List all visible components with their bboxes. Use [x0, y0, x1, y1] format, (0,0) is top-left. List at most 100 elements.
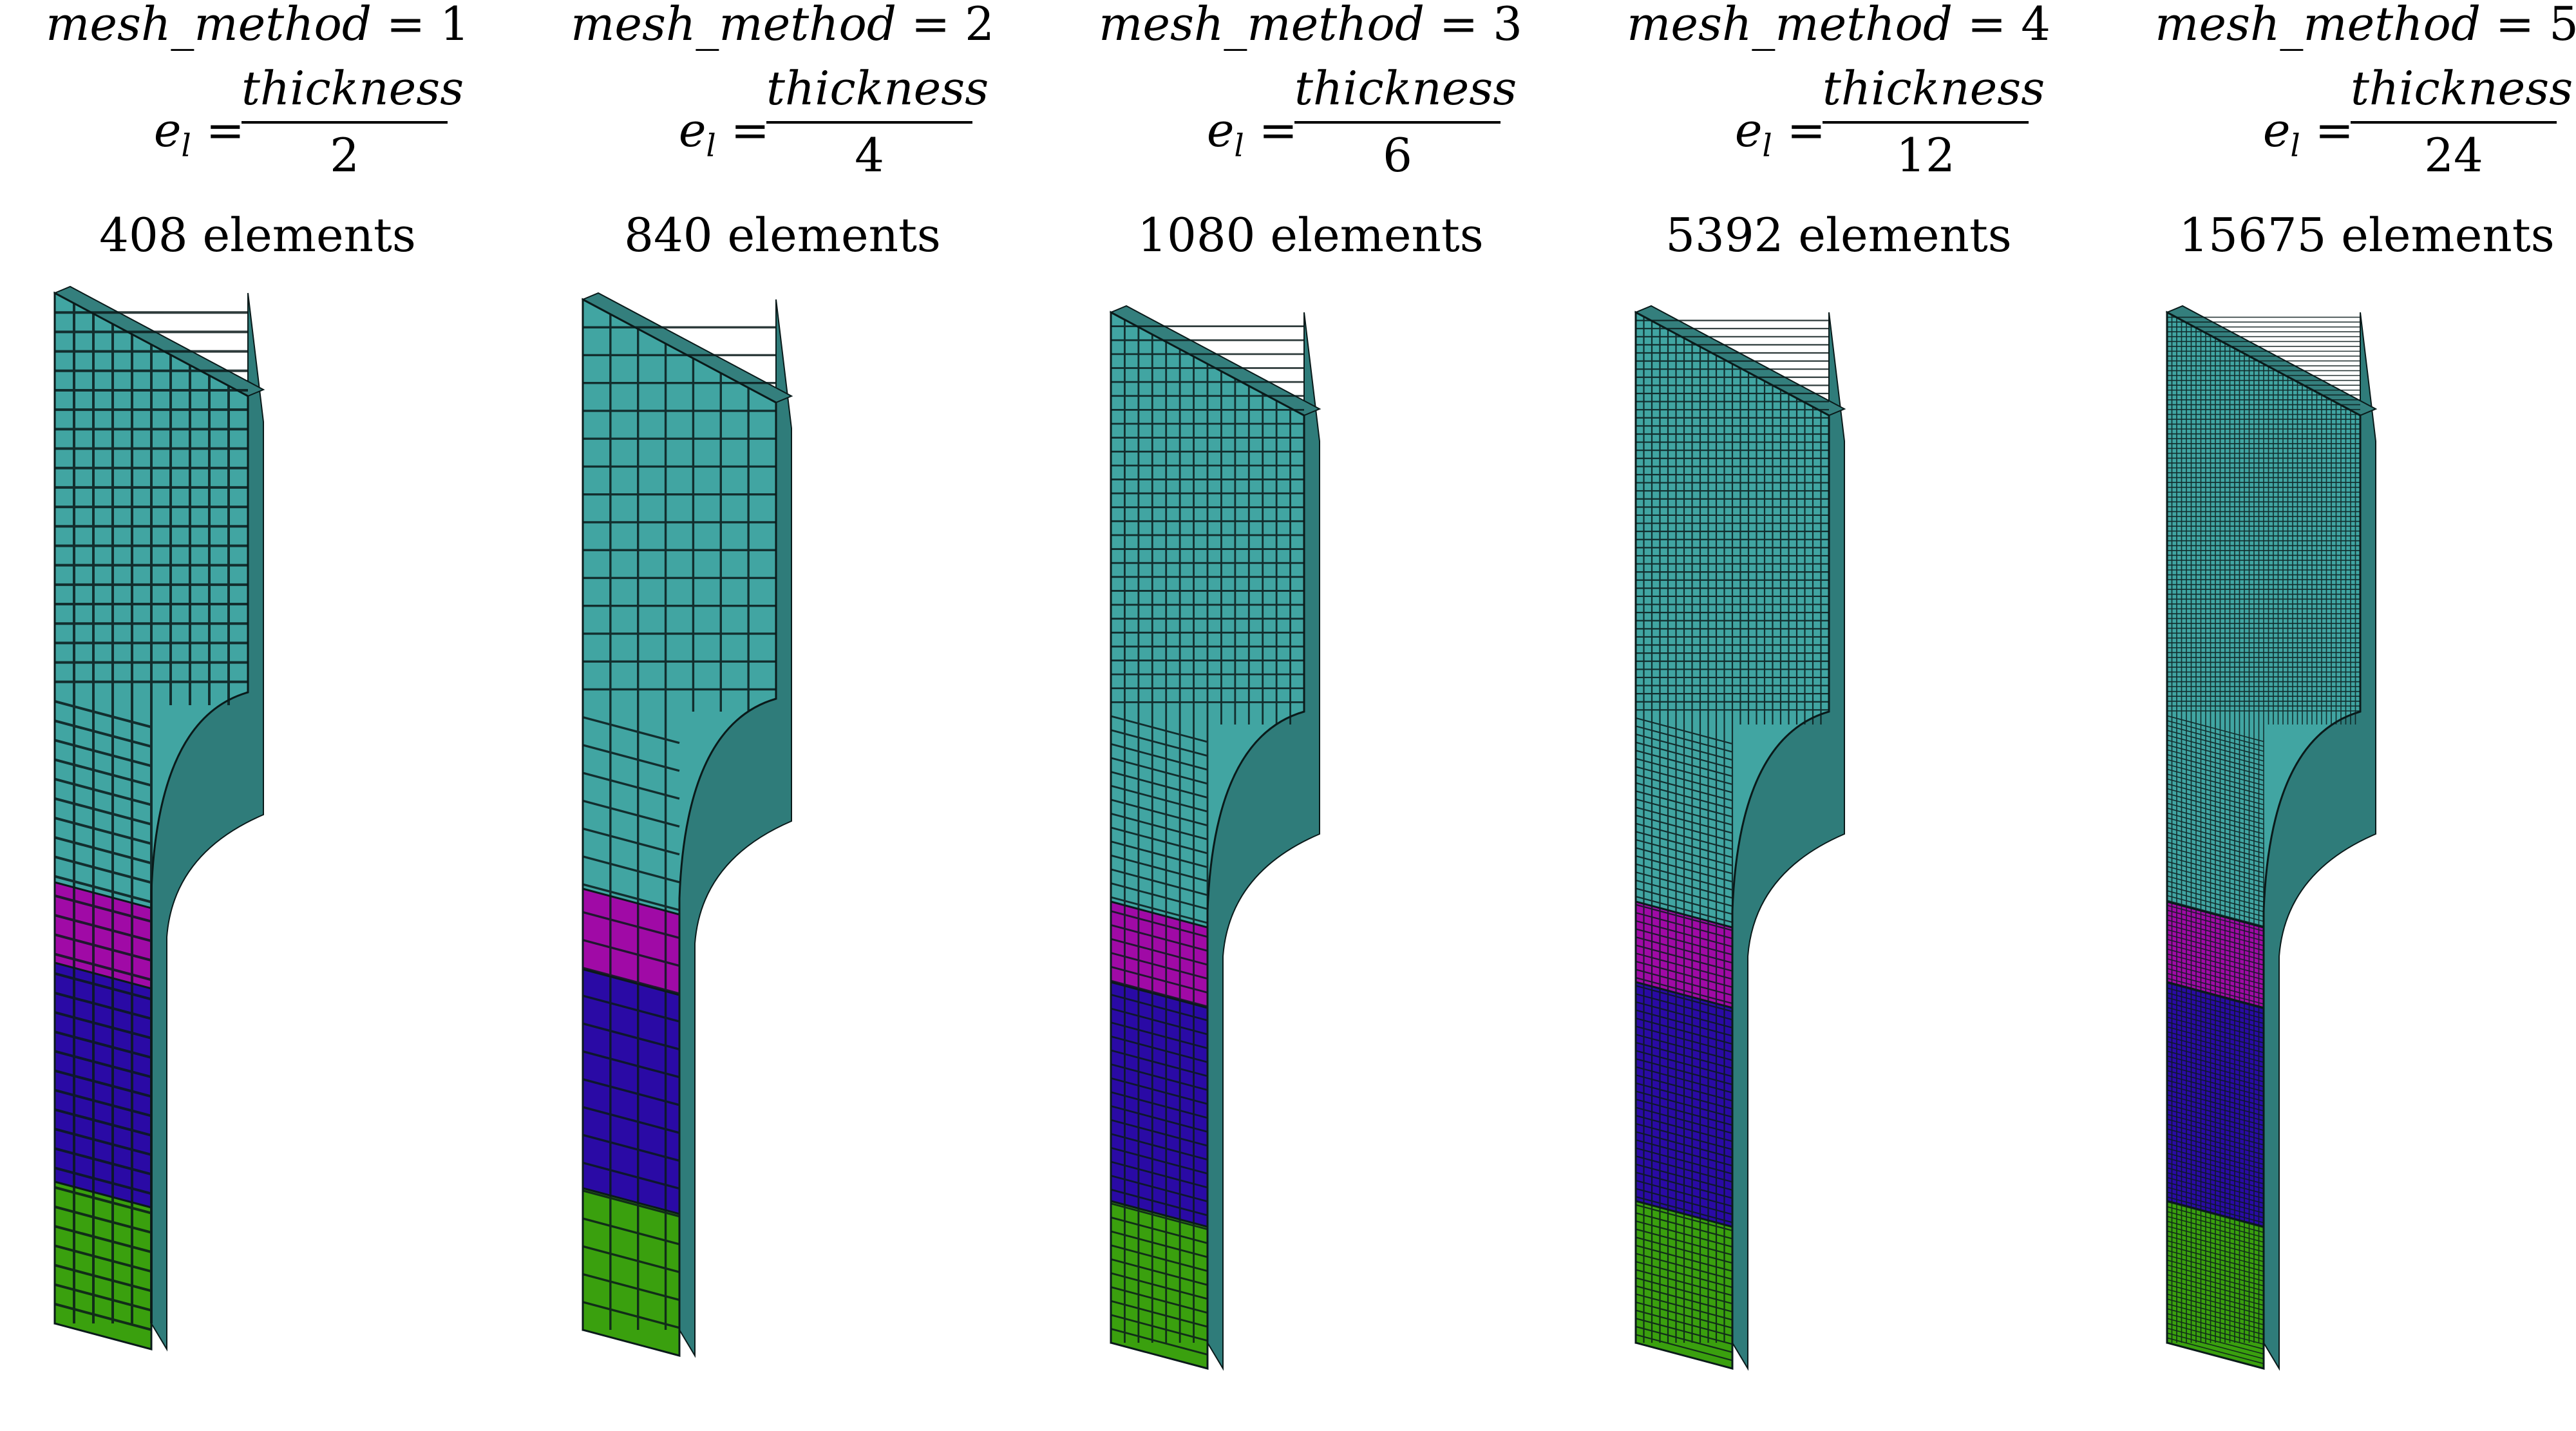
- mesh-grid-line-horizontal: [2166, 1152, 2264, 1180]
- mesh-grid-line-horizontal: [2166, 720, 2264, 747]
- mesh-grid-line-horizontal: [2166, 958, 2264, 985]
- mesh-method-heading: mesh_method = 4: [1581, 0, 2096, 53]
- mesh-grid-line-horizontal: [1635, 1025, 1733, 1053]
- formula-denominator: 4: [855, 128, 884, 182]
- mesh-grid-line-horizontal: [1635, 936, 1733, 964]
- mesh-method-value: 5: [2549, 0, 2576, 51]
- mesh-method-label: mesh_method: [571, 0, 896, 51]
- mesh-grid-line-horizontal: [2166, 1293, 2264, 1321]
- mesh-grid-line-horizontal: [1110, 1105, 1208, 1133]
- mesh-grid-line-horizontal: [1635, 863, 1733, 891]
- mesh-grid-line-horizontal: [2166, 1201, 2264, 1228]
- mesh-grid-line-horizontal: [1110, 1258, 1208, 1286]
- mesh-grid-line-horizontal: [1635, 1237, 1733, 1264]
- mesh-grid-line-horizontal: [1635, 879, 1733, 907]
- mesh-grid-line-horizontal: [2166, 1220, 2264, 1248]
- mesh-grid-line-horizontal: [2166, 909, 2264, 937]
- mesh-grid-line-horizontal: [1110, 757, 1208, 785]
- formula-lhs: el =: [2263, 104, 2354, 171]
- mesh-grid-line-horizontal: [2166, 1001, 2264, 1029]
- mesh-grid-line-horizontal: [54, 1147, 152, 1176]
- mesh-grid: [54, 303, 248, 1331]
- mesh-method-value: 1: [440, 0, 469, 51]
- mesh-grid-line-horizontal: [2166, 1167, 2264, 1195]
- equals-sign: =: [371, 0, 440, 51]
- mesh-grid-line-horizontal: [2166, 1142, 2264, 1170]
- mesh-grid-line-horizontal: [54, 1166, 152, 1195]
- mesh-grid-line-horizontal: [582, 883, 680, 911]
- mesh-grid-line-horizontal: [2166, 875, 2264, 903]
- mesh-grid-line-horizontal: [1635, 1106, 1733, 1134]
- formula-numerator: thickness: [242, 61, 464, 115]
- mesh-grid-line-horizontal: [1635, 790, 1733, 818]
- mesh-grid-line-horizontal: [2166, 1226, 2264, 1253]
- mesh-grid-line-horizontal: [1635, 1204, 1733, 1231]
- mesh-grid-line-horizontal: [2166, 929, 2264, 956]
- mesh-grid-line-horizontal: [2166, 1050, 2264, 1077]
- mesh-model-render: [1109, 305, 1321, 1371]
- mesh-grid-line-horizontal: [2166, 948, 2264, 976]
- mesh-grid-line-horizontal: [2166, 978, 2264, 1005]
- mesh-grid-line-horizontal: [2166, 1235, 2264, 1262]
- mesh-grid-line-horizontal: [2166, 938, 2264, 966]
- mesh-grid-line-horizontal: [1635, 1277, 1733, 1305]
- mesh-grid-line-horizontal: [54, 719, 152, 748]
- fraction-bar: [2351, 121, 2557, 124]
- mesh-grid-line-horizontal: [1110, 1175, 1208, 1202]
- mesh-grid-line-horizontal: [54, 894, 152, 923]
- mesh-grid-line-horizontal: [2166, 1196, 2264, 1224]
- mesh-grid-line-horizontal: [2166, 1075, 2264, 1102]
- mesh-grid-line-horizontal: [2166, 1323, 2264, 1350]
- mesh-grid-line-horizontal: [2166, 1313, 2264, 1340]
- mesh-grid-line-horizontal: [2166, 1065, 2264, 1092]
- formula-numerator: thickness: [1294, 61, 1517, 115]
- mesh-grid-line-horizontal: [54, 1128, 152, 1157]
- mesh-grid-line-horizontal: [54, 875, 152, 904]
- mesh-grid-line-horizontal: [2166, 963, 2264, 990]
- mesh-grid-line-horizontal: [1110, 854, 1208, 882]
- mesh-grid-line-horizontal: [1110, 1049, 1208, 1077]
- mesh-grid-line-horizontal: [54, 991, 152, 1020]
- mesh-grid-line-horizontal: [2166, 831, 2264, 859]
- mesh-grid-line-horizontal: [1635, 750, 1733, 777]
- mesh-grid-line-horizontal: [1635, 757, 1733, 785]
- mesh-grid-line-horizontal: [1635, 839, 1733, 866]
- mesh-grid-line-horizontal: [1635, 920, 1733, 947]
- mesh-grid-line-horizontal: [54, 1069, 152, 1098]
- element-length-formula: el = thickness 6: [1053, 59, 1568, 201]
- mesh-grid-line-horizontal: [54, 817, 152, 846]
- mesh-grid-line-horizontal: [2166, 968, 2264, 995]
- mesh-grid-line-horizontal: [1635, 1309, 1733, 1337]
- mesh-grid-line-horizontal: [2166, 1094, 2264, 1121]
- mesh-grid-line-horizontal: [1110, 813, 1208, 840]
- mesh-grid-line-horizontal: [582, 1078, 680, 1106]
- mesh-grid-line-horizontal: [2166, 904, 2264, 932]
- mesh-method-value: 2: [965, 0, 994, 51]
- mesh-grid-line-horizontal: [2166, 1274, 2264, 1302]
- mesh-grid-line-horizontal: [1110, 980, 1208, 1008]
- mesh-grid-line-horizontal: [54, 1030, 152, 1059]
- mesh-grid-line-horizontal: [1635, 1318, 1733, 1345]
- mesh-grid-line-horizontal: [1635, 1123, 1733, 1150]
- mesh-grid-line-horizontal: [582, 855, 680, 884]
- mesh-grid-line-horizontal: [1635, 847, 1733, 875]
- mesh-grid-line-horizontal: [2166, 1021, 2264, 1048]
- mesh-grid-line-horizontal: [1110, 1146, 1208, 1175]
- equals-sign: =: [896, 0, 965, 51]
- mesh-grid-line-horizontal: [1110, 938, 1208, 966]
- mesh-grid-line-horizontal: [2166, 1133, 2264, 1161]
- mesh-grid-line-horizontal: [2166, 895, 2264, 922]
- mesh-grid-line-horizontal: [1110, 910, 1208, 938]
- mesh-panel: mesh_method = 4 el = thickness 12 5392 eleme…: [1581, 0, 2096, 1431]
- mesh-grid-line-horizontal: [1110, 924, 1208, 952]
- mesh-grid-line-horizontal: [2166, 1284, 2264, 1311]
- mesh-grid-line-horizontal: [2166, 1041, 2264, 1068]
- mesh-model-render: [581, 292, 793, 1358]
- formula-equals-sign: =: [1772, 103, 1826, 157]
- mesh-grid-line-horizontal: [1635, 1220, 1733, 1248]
- mesh-grid-line-horizontal: [1635, 1001, 1733, 1028]
- mesh-grid-line-horizontal: [2166, 1012, 2264, 1039]
- mesh-body: [1109, 305, 1321, 1371]
- mesh-grid-line-horizontal: [2166, 1337, 2264, 1365]
- formula-lhs: el =: [154, 104, 245, 171]
